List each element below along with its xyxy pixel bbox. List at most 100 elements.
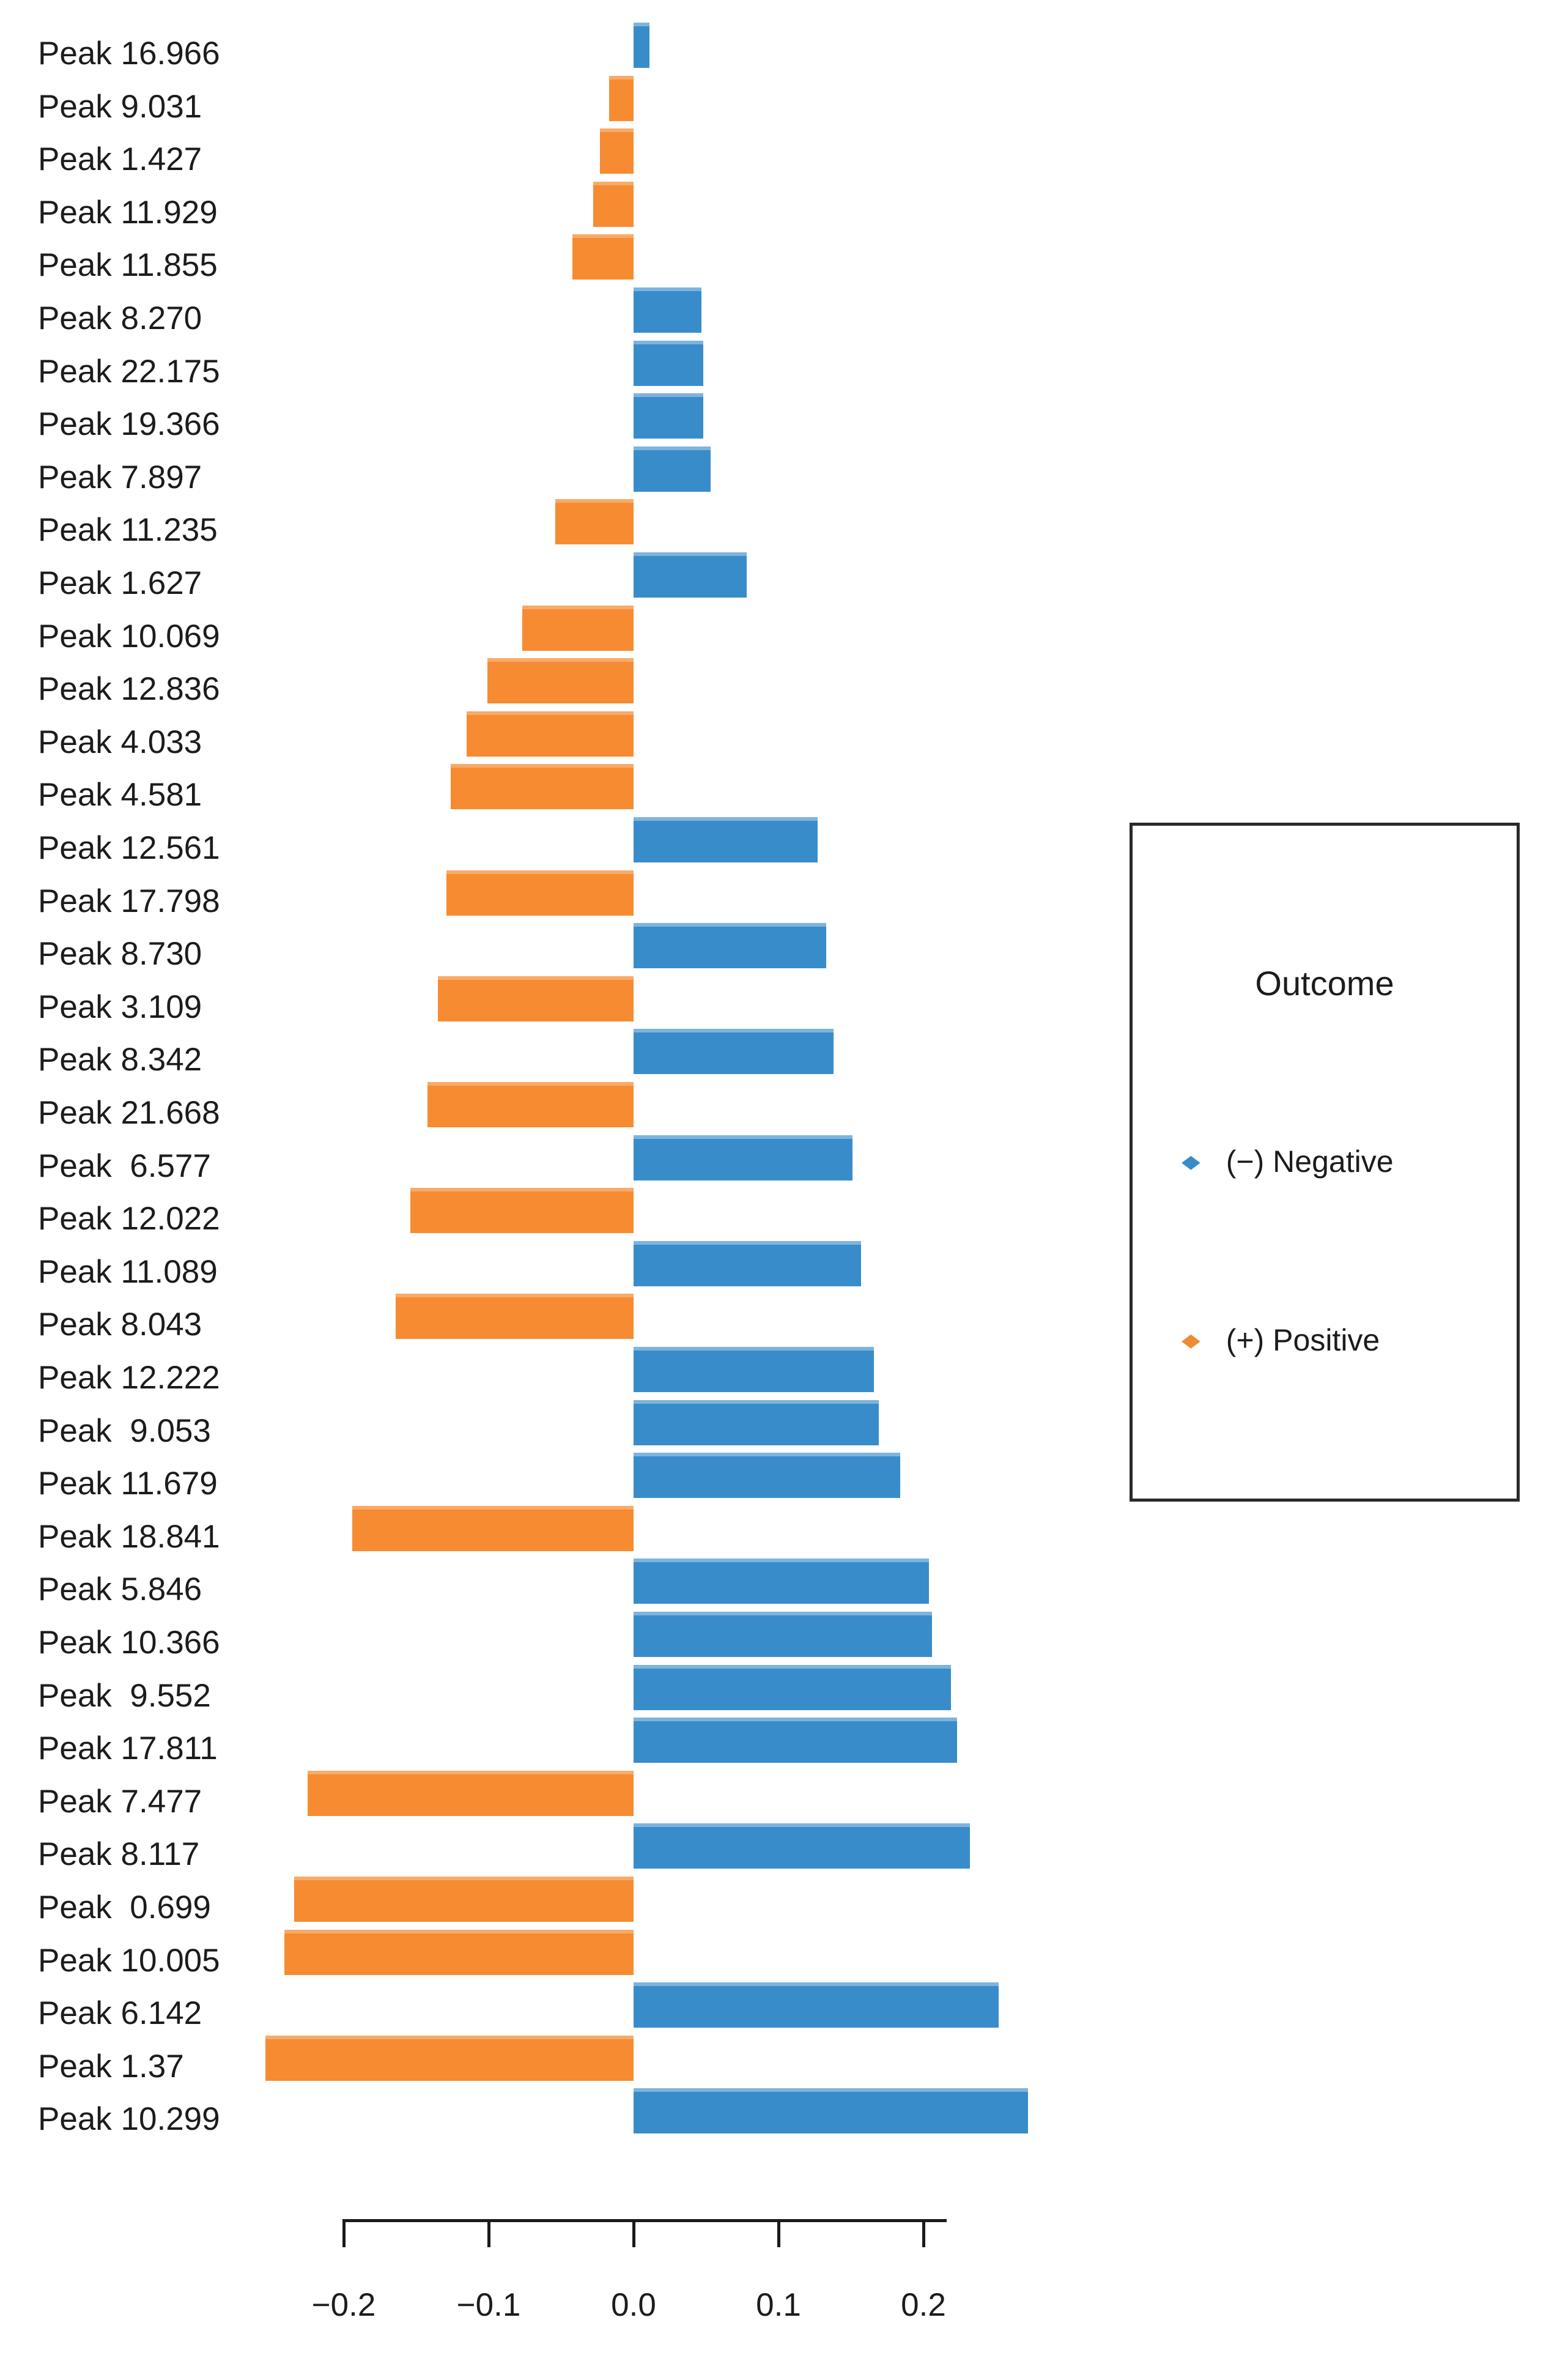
bar <box>634 2088 1028 2134</box>
bar <box>634 817 818 862</box>
diamond-icon: ◆ <box>1182 1330 1200 1351</box>
category-label: Peak 8.117 <box>38 1836 200 1873</box>
bar <box>634 287 702 333</box>
category-label: Peak 8.270 <box>38 300 202 336</box>
bar <box>608 75 634 121</box>
bar <box>572 234 634 280</box>
category-label: Peak 10.366 <box>38 1625 220 1661</box>
x-tick-label: 0.0 <box>611 2287 656 2323</box>
bar <box>396 1294 634 1340</box>
category-label: Peak 9.053 <box>38 1412 211 1449</box>
bar <box>634 1718 957 1763</box>
legend-entry-positive-label: (+) Positive <box>1226 1323 1380 1357</box>
category-label: Peak 5.846 <box>38 1571 202 1608</box>
diamond-icon: ◆ <box>1182 1151 1200 1172</box>
x-axis-tick <box>632 2219 635 2247</box>
category-label: Peak 8.043 <box>38 1306 202 1343</box>
category-label: Peak 18.841 <box>38 1518 220 1555</box>
category-label: Peak 7.897 <box>38 459 202 495</box>
category-label: Peak 16.966 <box>38 35 220 72</box>
category-label: Peak 12.022 <box>38 1201 220 1237</box>
legend-entry-positive: ◆ (+) Positive <box>1182 1322 1380 1359</box>
bar <box>634 1347 875 1392</box>
bar <box>634 23 650 68</box>
bar <box>634 1029 834 1075</box>
bar <box>634 1982 999 2028</box>
bar <box>467 711 634 757</box>
x-tick-label: −0.2 <box>311 2287 376 2323</box>
category-label: Peak 10.299 <box>38 2101 220 2138</box>
bar <box>634 340 703 386</box>
legend: Outcome ◆ (−) Negative ◆ (+) Positive <box>1130 823 1520 1502</box>
bar <box>634 1240 862 1286</box>
x-tick-label: 0.1 <box>756 2287 801 2323</box>
category-label: Peak 9.552 <box>38 1677 211 1714</box>
category-label: Peak 1.427 <box>38 141 202 178</box>
bar <box>593 181 634 227</box>
bar <box>634 1823 970 1869</box>
category-label: Peak 12.836 <box>38 671 220 708</box>
bar <box>446 870 634 916</box>
legend-title: Outcome <box>1255 964 1394 1003</box>
category-label: Peak 17.798 <box>38 883 220 919</box>
category-label: Peak 11.235 <box>38 512 218 549</box>
category-label: Peak 6.142 <box>38 1995 202 2032</box>
x-axis-tick <box>777 2219 780 2247</box>
category-label: Peak 11.855 <box>38 247 218 284</box>
category-label: Peak 8.342 <box>38 1042 202 1078</box>
category-label: Peak 1.627 <box>38 565 202 601</box>
bar <box>487 658 634 704</box>
bar <box>284 1929 634 1975</box>
category-label: Peak 1.37 <box>38 2048 184 2085</box>
bar <box>634 1135 852 1180</box>
category-label: Peak 3.109 <box>38 988 202 1025</box>
category-label: Peak 19.366 <box>38 406 220 443</box>
bar <box>522 605 634 651</box>
x-axis-tick <box>487 2219 490 2247</box>
x-tick-label: 0.2 <box>901 2287 946 2323</box>
bar <box>634 1612 933 1657</box>
bar <box>600 128 634 174</box>
bar <box>634 393 703 439</box>
bar <box>634 446 711 492</box>
bar <box>307 1770 634 1816</box>
category-label: Peak 0.699 <box>38 1889 211 1925</box>
bar <box>438 976 634 1021</box>
bar <box>634 1453 901 1499</box>
bar <box>555 499 634 545</box>
bar <box>634 1399 879 1445</box>
x-axis-tick <box>342 2219 346 2247</box>
category-label: Peak 12.222 <box>38 1360 220 1396</box>
category-label: Peak 10.069 <box>38 618 220 654</box>
category-label: Peak 21.668 <box>38 1095 220 1131</box>
bar <box>265 2035 634 2081</box>
category-label: Peak 4.033 <box>38 724 202 760</box>
bar <box>634 1664 952 1710</box>
category-label: Peak 12.561 <box>38 830 220 866</box>
legend-entry-negative-label: (−) Negative <box>1226 1144 1394 1179</box>
category-label: Peak 22.175 <box>38 353 220 390</box>
category-label: Peak 10.005 <box>38 1942 220 1979</box>
category-label: Peak 7.477 <box>38 1783 202 1820</box>
x-axis-tick <box>922 2219 925 2247</box>
bar <box>410 1188 634 1234</box>
bar <box>634 552 747 598</box>
category-label: Peak 4.581 <box>38 777 202 814</box>
category-label: Peak 17.811 <box>38 1730 218 1767</box>
category-label: Peak 9.031 <box>38 88 202 125</box>
x-tick-label: −0.1 <box>456 2287 521 2323</box>
category-label: Peak 11.929 <box>38 194 218 231</box>
bar <box>451 764 634 810</box>
bar <box>634 1558 930 1604</box>
bar <box>352 1505 634 1551</box>
legend-entry-negative: ◆ (−) Negative <box>1182 1144 1394 1180</box>
category-label: Peak 11.679 <box>38 1466 218 1502</box>
category-label: Peak 11.089 <box>38 1253 218 1290</box>
bar <box>294 1877 634 1922</box>
bar <box>427 1082 634 1127</box>
x-axis-line <box>342 2219 947 2222</box>
category-label: Peak 8.730 <box>38 936 202 973</box>
bar <box>634 923 827 969</box>
category-label: Peak 6.577 <box>38 1147 211 1184</box>
